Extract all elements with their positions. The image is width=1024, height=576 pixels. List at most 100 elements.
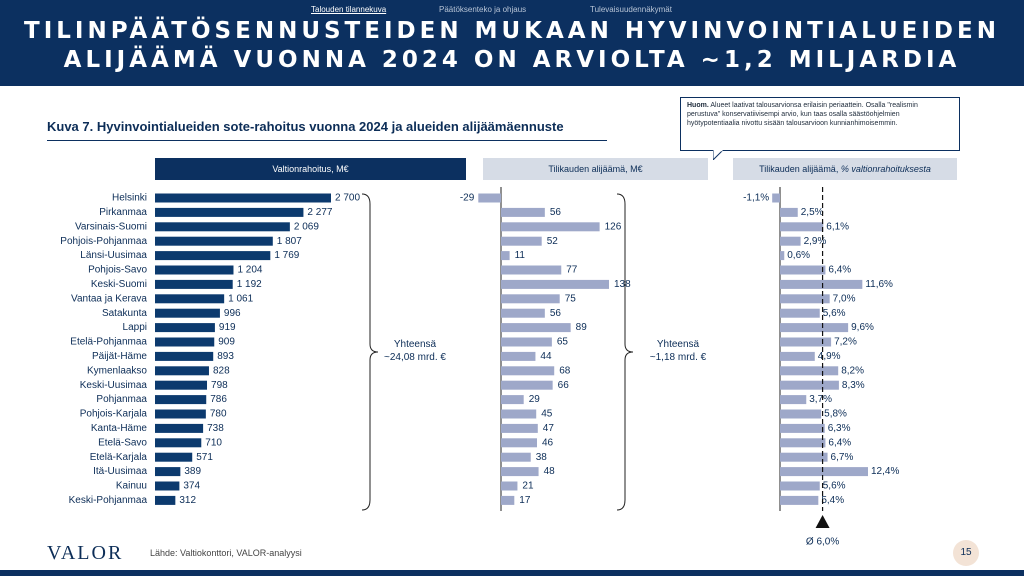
data-label-valtionrahoitus: 909: [218, 337, 235, 348]
data-label-valtionrahoitus: 1 204: [237, 265, 262, 276]
bar-alijaama: [501, 323, 571, 333]
bar-alijaama: [501, 366, 555, 376]
bar-alijaama-percent: [780, 308, 820, 318]
category-label: Länsi-Uusimaa: [80, 250, 147, 261]
data-label-alijaama-percent: 6,1%: [826, 221, 849, 232]
bar-valtionrahoitus: [155, 323, 215, 333]
data-label-valtionrahoitus: 710: [205, 437, 222, 448]
slide-title-line-1: TILINPÄÄTÖSENNUSTEIDEN MUKAAN HYVINVOINT…: [24, 18, 1000, 44]
column-header-alijaama-percent: Tilikauden alijäämä, % valtionrahoitukse…: [733, 158, 957, 180]
data-label-alijaama-percent: -1,1%: [743, 193, 769, 204]
nav-item-paatoksenteko[interactable]: Päätöksenteko ja ohjaus: [439, 5, 527, 14]
category-label: Satakunta: [102, 308, 147, 319]
bar-alijaama: [501, 351, 536, 361]
category-label: Kanta-Häme: [91, 423, 148, 434]
slide-title-line-2: ALIJÄÄMÄ VUONNA 2024 ON ARVIOLTA ~1,2 MI…: [63, 47, 961, 73]
bar-valtionrahoitus: [155, 265, 234, 275]
data-label-valtionrahoitus: 786: [210, 394, 227, 405]
bar-alijaama: [501, 337, 552, 347]
data-label-alijaama: 47: [543, 423, 555, 434]
category-label: Varsinais-Suomi: [75, 221, 147, 232]
data-label-alijaama: 17: [519, 495, 531, 506]
bar-alijaama: [501, 294, 560, 304]
bar-alijaama: [501, 207, 545, 217]
bar-alijaama: [478, 193, 501, 203]
data-label-alijaama-percent: 6,4%: [828, 265, 851, 276]
slide-title: TILINPÄÄTÖSENNUSTEIDEN MUKAAN HYVINVOINT…: [0, 17, 1024, 75]
category-label: Itä-Uusimaa: [93, 466, 147, 477]
bar-alijaama: [501, 495, 515, 505]
data-label-alijaama-percent: 2,9%: [804, 236, 827, 247]
bar-alijaama: [501, 452, 531, 462]
data-label-alijaama: 75: [565, 293, 577, 304]
category-label: Vantaa ja Kerava: [71, 293, 147, 304]
data-label-alijaama-percent: 12,4%: [871, 466, 899, 477]
bar-alijaama: [501, 438, 537, 448]
bar-alijaama-percent: [780, 395, 807, 405]
category-label: Etelä-Karjala: [90, 452, 148, 463]
data-label-valtionrahoitus: 2 069: [294, 221, 319, 232]
section-nav: Talouden tilannekuva Päätöksenteko ja oh…: [0, 5, 1024, 17]
total-alijaama-line-2: ~1,18 mrd. €: [649, 352, 707, 363]
bar-alijaama: [501, 308, 545, 318]
bottom-bar: [0, 570, 1024, 576]
bar-alijaama-percent: [780, 294, 830, 304]
category-label: Pohjois-Pohjanmaa: [60, 236, 147, 247]
data-label-alijaama-percent: 0,6%: [787, 250, 810, 261]
bar-alijaama-percent: [780, 423, 825, 433]
brace-valtionrahoitus: [361, 193, 379, 511]
data-label-alijaama: 29: [529, 394, 541, 405]
data-label-valtionrahoitus: 1 061: [228, 293, 253, 304]
data-label-alijaama-percent: 11,6%: [865, 279, 893, 290]
bar-valtionrahoitus: [155, 438, 202, 448]
bar-valtionrahoitus: [155, 423, 204, 433]
bar-valtionrahoitus: [155, 193, 331, 203]
data-label-alijaama-percent: 7,0%: [833, 293, 856, 304]
bar-alijaama-percent: [780, 409, 822, 419]
bar-alijaama: [501, 423, 538, 433]
bar-valtionrahoitus: [155, 366, 209, 376]
category-label: Lappi: [123, 322, 147, 333]
brace-alijaama: [616, 193, 634, 511]
bar-valtionrahoitus: [155, 279, 233, 289]
category-label: Pohjanmaa: [96, 394, 147, 405]
data-label-valtionrahoitus: 2 277: [307, 207, 332, 218]
data-label-valtionrahoitus: 996: [224, 308, 241, 319]
bar-alijaama-percent: [780, 222, 824, 232]
bar-alijaama: [501, 222, 600, 232]
data-label-valtionrahoitus: 738: [207, 423, 224, 434]
bar-alijaama-percent: [780, 380, 839, 390]
figure-title: Kuva 7. Hyvinvointialueiden sote-rahoitu…: [47, 119, 564, 134]
bar-alijaama: [501, 251, 510, 261]
bar-alijaama-percent: [780, 452, 828, 462]
bar-alijaama-percent: [780, 438, 826, 448]
nav-item-tulevaisuudennakymat[interactable]: Tulevaisuudennäkymät: [590, 5, 672, 14]
data-label-alijaama-percent: 6,7%: [831, 452, 854, 463]
data-label-alijaama: 52: [547, 236, 559, 247]
nav-item-talouden-tilannekuva[interactable]: Talouden tilannekuva: [311, 5, 387, 14]
note-text: Alueet laativat talousarvionsa erilaisin…: [687, 102, 918, 127]
data-label-alijaama: 38: [536, 452, 548, 463]
data-label-alijaama: 138: [614, 279, 631, 290]
bar-valtionrahoitus: [155, 337, 215, 347]
note-box: Huom. Alueet laativat talousarvionsa eri…: [680, 97, 960, 151]
bar-alijaama-percent: [780, 323, 849, 333]
figure-title-rule: [47, 140, 607, 141]
average-marker: [815, 515, 830, 528]
bar-alijaama-percent: [780, 495, 819, 505]
bar-valtionrahoitus: [155, 481, 180, 491]
bar-alijaama: [501, 236, 542, 246]
data-label-alijaama: -29: [460, 193, 475, 204]
data-label-valtionrahoitus: 798: [211, 380, 228, 391]
data-label-alijaama-percent: 9,6%: [851, 322, 874, 333]
valor-logo: VALOR: [47, 542, 124, 564]
category-label: Pohjois-Karjala: [80, 409, 148, 420]
bar-alijaama: [501, 481, 518, 491]
data-label-alijaama-percent: 6,4%: [828, 437, 851, 448]
total-valtionrahoitus: Yhteensä ~24,08 mrd. €: [375, 338, 455, 364]
bar-valtionrahoitus: [155, 351, 214, 361]
total-valtionrahoitus-line-2: ~24,08 mrd. €: [384, 352, 446, 363]
bar-alijaama: [501, 409, 537, 419]
data-label-alijaama-percent: 2,5%: [801, 207, 824, 218]
bar-valtionrahoitus: [155, 395, 207, 405]
